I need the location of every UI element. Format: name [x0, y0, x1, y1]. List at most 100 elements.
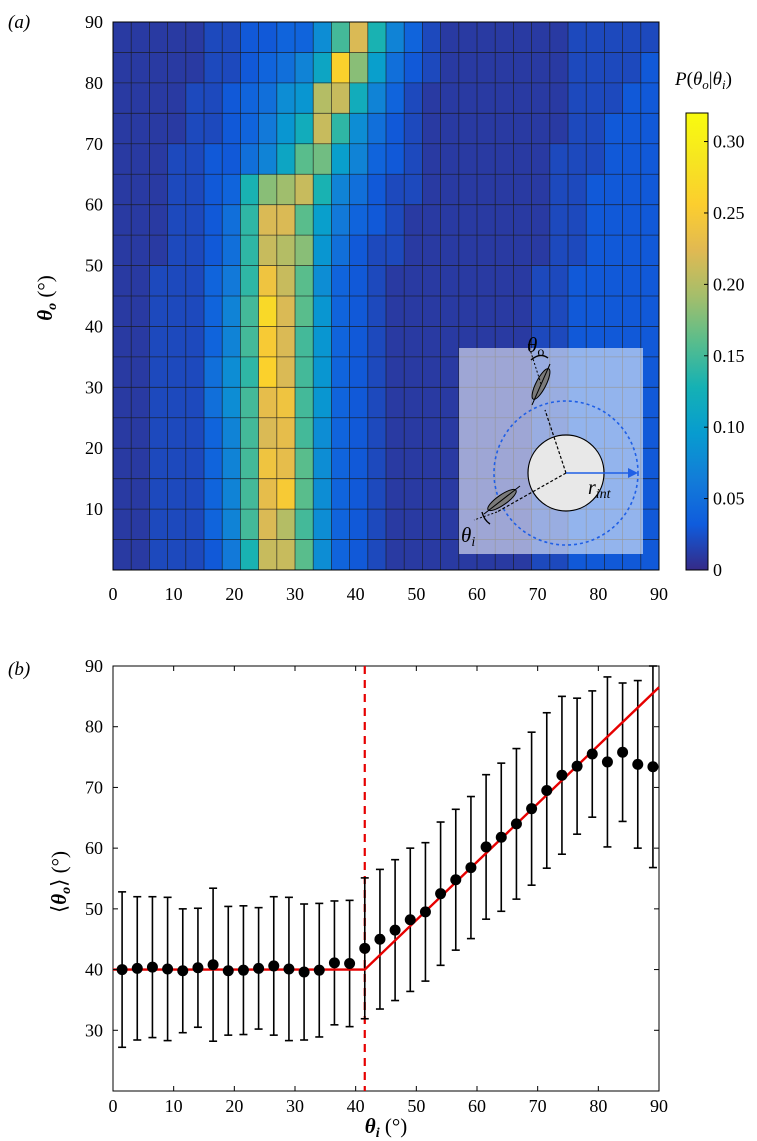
heatmap-cell [640, 296, 660, 327]
heatmap-cell [367, 448, 387, 479]
scatter-y-ticks: 30 40 50 60 70 80 90 [85, 656, 659, 1040]
heatmap-cell [604, 204, 623, 236]
heatmap-y-tick-label: 10 [85, 499, 103, 519]
heatmap-cell [113, 356, 132, 388]
heatmap-cell [313, 82, 332, 114]
heatmap-cell [131, 448, 150, 479]
heatmap-cell [440, 356, 460, 388]
heatmap-cell [513, 296, 532, 327]
heatmap-cell [113, 22, 132, 53]
heatmap-cell [586, 204, 605, 236]
heatmap-cell [167, 478, 187, 510]
heatmap-cell [404, 143, 423, 175]
heatmap-cell [331, 204, 350, 236]
heatmap-cell [167, 448, 187, 479]
heatmap-cell [440, 52, 460, 84]
heatmap-cell [367, 356, 387, 388]
scatter-x-tick-label: 0 [109, 1096, 118, 1116]
scatter-x-tick-label: 40 [347, 1096, 365, 1116]
heatmap-cell [113, 478, 132, 510]
heatmap-cell [604, 82, 623, 114]
heatmap-cell [440, 143, 460, 175]
heatmap-cell [204, 265, 223, 297]
heatmap-cell [185, 204, 205, 236]
heatmap-cell [131, 22, 150, 53]
heatmap-cell [495, 296, 514, 327]
heatmap-cell [313, 265, 332, 297]
heatmap-cell [276, 52, 296, 84]
heatmap-cell [349, 174, 369, 205]
heatmap-cell [258, 265, 278, 297]
heatmap-cell [240, 22, 259, 53]
heatmap-cell [477, 265, 496, 297]
heatmap-x-tick-label: 0 [109, 584, 118, 604]
heatmap-cell [386, 22, 405, 53]
heatmap-cell [240, 143, 259, 175]
heatmap-x-tick-label: 30 [286, 584, 304, 604]
heatmap-cell [404, 478, 423, 510]
heatmap-cell [185, 509, 205, 540]
scatter-y-tick-label: 40 [85, 960, 103, 980]
heatmap-cell [204, 448, 223, 479]
heatmap-x-tick-label: 40 [347, 584, 365, 604]
heatmap-cell [204, 356, 223, 388]
heatmap-cell [313, 539, 332, 571]
heatmap-cell [222, 174, 241, 205]
heatmap-cell [404, 539, 423, 571]
heatmap-cell [367, 326, 387, 358]
heatmap-cell [495, 204, 514, 236]
heatmap-cell [440, 326, 460, 358]
heatmap-cell [295, 326, 314, 358]
heatmap-cell [113, 52, 132, 84]
heatmap-cell [149, 52, 168, 84]
heatmap-cell [604, 113, 623, 145]
heatmap-cell [404, 448, 423, 479]
heatmap-cell [149, 387, 168, 419]
heatmap-cell [495, 235, 514, 266]
heatmap-cell [149, 82, 168, 114]
scatter-y-tick-label: 90 [85, 656, 103, 676]
heatmap-cell [113, 296, 132, 327]
heatmap-cell [204, 204, 223, 236]
inset-schematic: θo θi rint [459, 333, 643, 554]
heatmap-cell [349, 113, 369, 145]
heatmap-cell [513, 204, 532, 236]
inset-radius-arrowhead [628, 468, 638, 478]
heatmap-cell [386, 265, 405, 297]
heatmap-cell [477, 143, 496, 175]
heatmap-cell [295, 539, 314, 571]
heatmap-cell [149, 356, 168, 388]
heatmap-cell [349, 509, 369, 540]
scatter-y-tick-label: 60 [85, 838, 103, 858]
heatmap-cell [167, 296, 187, 327]
heatmap-cell [276, 265, 296, 297]
heatmap-cell [458, 235, 478, 266]
scatter-x-axis-label: θi (°) [365, 1114, 407, 1141]
scatter-y-tick-label: 50 [85, 899, 103, 919]
heatmap-cell [367, 539, 387, 571]
heatmap-cell [477, 22, 496, 53]
heatmap-cell [568, 82, 587, 114]
heatmap-cell [440, 539, 460, 571]
heatmap-cell [622, 296, 642, 327]
heatmap-cell [386, 448, 405, 479]
heatmap-cell [386, 143, 405, 175]
heatmap-cell [640, 22, 660, 53]
scatter-y-tick-label: 80 [85, 717, 103, 737]
heatmap-cell [640, 235, 660, 266]
scatter-y-axis-label: ⟨θo⟩ (°) [47, 851, 74, 913]
heatmap-cell [167, 539, 187, 571]
heatmap-cell [586, 52, 605, 84]
heatmap-cell [240, 356, 259, 388]
heatmap-cell [204, 296, 223, 327]
colorbar-tick-label: 0.10 [713, 417, 745, 437]
scatter-point [601, 756, 613, 768]
heatmap-cell [222, 52, 241, 84]
heatmap-cell [295, 82, 314, 114]
heatmap-cell [349, 204, 369, 236]
heatmap-cell [513, 22, 532, 53]
heatmap-cell [204, 143, 223, 175]
heatmap-cell [258, 235, 278, 266]
colorbar-tick-label: 0.30 [713, 132, 745, 152]
heatmap-cell [258, 174, 278, 205]
